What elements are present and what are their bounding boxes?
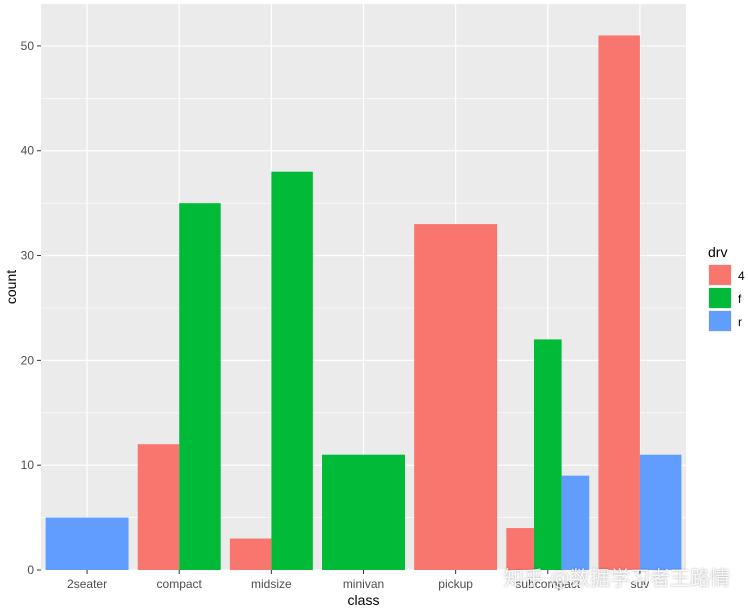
bar-midsize-f (271, 171, 313, 570)
legend-label: r (738, 315, 742, 329)
legend-swatch-4 (709, 265, 731, 285)
bar-midsize-4 (229, 538, 272, 570)
legend-label: 4 (738, 269, 745, 283)
bar-suv-4 (598, 35, 640, 570)
x-tick-label: pickup (438, 577, 473, 591)
bar-compact-f (179, 203, 221, 571)
bars (45, 35, 682, 571)
y-axis: 0 10 20 30 40 50 (21, 39, 41, 577)
y-tick-label: 40 (21, 144, 35, 158)
bar-subcompact-f (533, 339, 562, 570)
watermark: 知乎 @数据学习者王路情 (503, 566, 730, 590)
y-tick-label: 0 (27, 563, 34, 577)
x-tick-label: subcompact (515, 577, 580, 591)
x-axis-title: class (348, 592, 380, 608)
legend-label: f (738, 292, 742, 306)
bar-subcompact-r (561, 475, 590, 570)
legend-swatch-r (709, 311, 731, 331)
y-tick-label: 20 (21, 353, 35, 367)
x-tick-label: midsize (251, 577, 292, 591)
bar-suv-r (639, 454, 682, 570)
y-axis-title: count (3, 270, 19, 304)
x-tick-label: minivan (343, 577, 384, 591)
legend-title: drv (708, 244, 727, 260)
bar-pickup-4 (414, 224, 498, 570)
x-axis: 2seater compact midsize minivan pickup subcom… (67, 570, 649, 591)
bar-subcompact-4 (506, 528, 534, 570)
x-tick-label: suv (631, 577, 650, 591)
y-tick-label: 10 (21, 458, 35, 472)
bar-2seater-r (45, 517, 129, 570)
y-tick-label: 30 (21, 249, 35, 263)
bar-minivan-f (322, 454, 405, 570)
legend-swatch-f (709, 288, 731, 308)
legend: drv 4 fr (708, 244, 745, 332)
x-tick-label: 2seater (67, 577, 107, 591)
x-tick-label: compact (157, 577, 203, 591)
y-tick-label: 50 (21, 39, 35, 53)
bar-compact-4 (137, 444, 180, 570)
